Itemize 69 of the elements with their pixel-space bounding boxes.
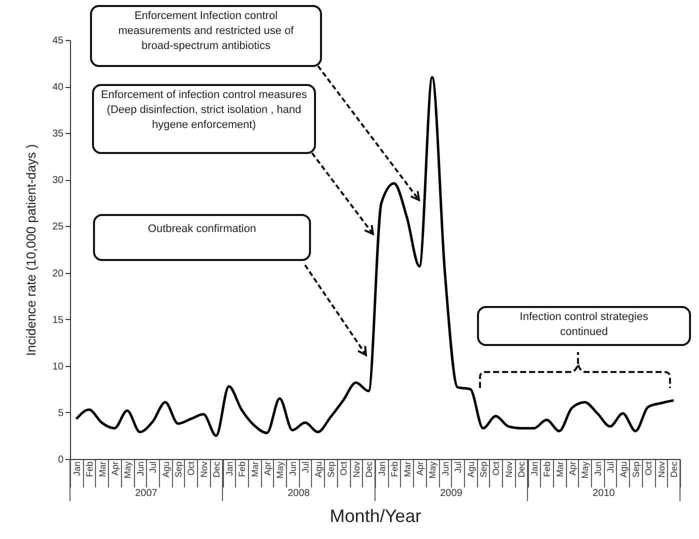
y-tick-label: 20 bbox=[52, 268, 64, 280]
x-tick-label: Jul bbox=[606, 462, 616, 474]
x-tick-label: May bbox=[275, 461, 286, 479]
x-tick-label: Apr bbox=[414, 462, 425, 476]
x-axis-title: Month/Year bbox=[330, 506, 422, 526]
x-tick-label: Jan bbox=[72, 462, 82, 476]
x-tick-label: Jul bbox=[453, 462, 464, 474]
x-tick-label: Feb bbox=[237, 462, 248, 478]
x-tick-label: Feb bbox=[542, 462, 552, 478]
x-tick-label: Nov bbox=[198, 461, 209, 478]
x-tick-label: Agu bbox=[466, 462, 476, 478]
x-tick-label: May bbox=[428, 461, 438, 479]
x-tick-label: Nov bbox=[504, 461, 514, 478]
x-tick-label: Dec bbox=[212, 461, 222, 478]
y-tick-label: 40 bbox=[52, 82, 64, 94]
x-tick-label: Jun bbox=[135, 462, 146, 476]
x-tick-label: Agu bbox=[618, 462, 628, 478]
x-tick-label: Jan bbox=[529, 462, 540, 476]
y-tick-label: 25 bbox=[52, 222, 64, 233]
x-tick-label: Mar bbox=[97, 462, 108, 477]
x-tick-label: Nov bbox=[351, 461, 362, 478]
x-tick-label: May bbox=[580, 461, 590, 479]
y-tick-label: 5 bbox=[58, 408, 64, 419]
callout-box: Infection control strategies continued bbox=[477, 306, 691, 346]
x-tick-label: Dec bbox=[669, 461, 680, 478]
y-tick-label: 35 bbox=[52, 128, 64, 140]
x-tick-label: Dec bbox=[516, 461, 527, 478]
x-tick-label: Jun bbox=[440, 462, 450, 476]
text: 2010 bbox=[592, 488, 615, 499]
x-tick-label: Mar bbox=[554, 462, 565, 477]
x-tick-label: Sep bbox=[174, 462, 184, 478]
text: 2007 bbox=[135, 488, 158, 499]
x-tick-label: Mar bbox=[250, 462, 260, 477]
x-tick-label: Jun bbox=[288, 462, 298, 476]
x-tick-label: Oct bbox=[644, 461, 654, 476]
x-tick-label: Apr bbox=[567, 462, 578, 476]
x-tick-label: Jan bbox=[224, 462, 234, 476]
x-tick-label: Jan bbox=[376, 462, 387, 476]
x-tick-label: Jul bbox=[148, 462, 158, 474]
x-tick-label: Oct bbox=[186, 461, 196, 476]
y-tick-label: 15 bbox=[52, 314, 64, 326]
x-tick-label: Apr bbox=[110, 462, 120, 476]
line-series bbox=[75, 76, 675, 437]
y-tick-label: 30 bbox=[52, 175, 64, 186]
y-tick-label: 45 bbox=[52, 36, 64, 46]
x-tick-label: May bbox=[122, 461, 133, 479]
x-tick-label: Agu bbox=[160, 462, 171, 478]
x-tick-label: Mar bbox=[402, 462, 412, 477]
x-tick-label: Feb bbox=[84, 462, 95, 478]
y-axis-title: Incidence rate (10,000 patient-days ) bbox=[23, 144, 38, 356]
x-tick-label: Agu bbox=[313, 462, 324, 478]
callout-box: Enforcement of infection control measures (Deep disinfection, strict isolation , hand hygene enforcement) bbox=[92, 84, 316, 154]
x-tick-label: Oct bbox=[491, 461, 502, 476]
x-tick-label: Apr bbox=[262, 462, 272, 476]
text: 2008 bbox=[288, 488, 310, 499]
y-tick-label: 10 bbox=[52, 361, 64, 372]
callout-box: Outbreak confirmation bbox=[93, 214, 311, 261]
x-tick-label: Oct bbox=[338, 461, 349, 476]
x-tick-label: Sep bbox=[478, 462, 489, 478]
x-tick-label: Jun bbox=[592, 462, 603, 476]
y-tick-label: 0 bbox=[58, 454, 64, 466]
x-tick-label: Sep bbox=[631, 462, 642, 478]
x-tick-label: Feb bbox=[390, 462, 400, 478]
x-tick-label: Sep bbox=[326, 462, 336, 478]
x-tick-label: Jul bbox=[300, 462, 311, 474]
x-tick-label: Nov bbox=[656, 461, 666, 478]
text: 2009 bbox=[440, 488, 462, 499]
callout-box: Enforcement Infection control measurements and restricted use of broad-spectrum antibiotics bbox=[90, 5, 322, 67]
x-tick-label: Dec bbox=[364, 461, 374, 478]
